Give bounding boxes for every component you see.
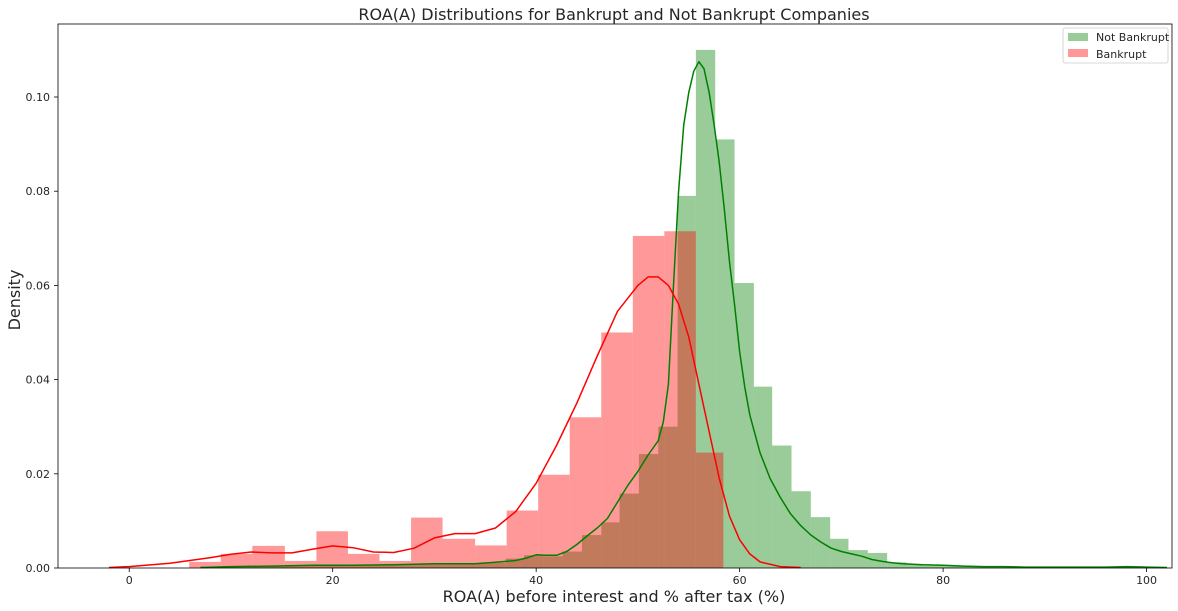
bar-not-bankrupt — [791, 491, 811, 568]
bar-not-bankrupt — [444, 563, 476, 568]
bars-layer — [189, 49, 1154, 569]
bar-not-bankrupt — [906, 564, 925, 568]
bar-not-bankrupt — [562, 551, 582, 568]
bar-not-bankrupt — [638, 454, 659, 568]
x-tick-label: 0 — [126, 574, 133, 587]
bar-not-bankrupt — [981, 567, 1002, 568]
plot-frame — [57, 23, 1173, 569]
kde-line-not-bankrupt — [200, 60, 1167, 569]
y-tick-label: 0.04 — [26, 374, 51, 387]
x-tick-label: 40 — [529, 574, 543, 587]
y-axis-title: Density — [5, 270, 24, 331]
y-tick-label: 0.02 — [26, 468, 51, 481]
bar-bankrupt — [252, 545, 285, 568]
bar-bankrupt — [189, 561, 221, 568]
bar-not-bankrupt — [944, 566, 964, 568]
x-tick-label: 100 — [1136, 574, 1157, 587]
y-tick-label: 0.08 — [26, 185, 51, 198]
bar-not-bankrupt — [715, 139, 735, 569]
legend: Not Bankrupt Bankrupt — [1062, 27, 1170, 64]
bar-not-bankrupt — [848, 550, 868, 568]
bar-not-bankrupt — [619, 493, 639, 568]
y-tick-label: 0.10 — [26, 91, 51, 104]
y-axis: 0.00 0.02 0.04 0.06 0.08 0.10 — [26, 91, 58, 575]
bar-not-bankrupt — [772, 445, 792, 568]
bar-bankrupt — [316, 531, 348, 568]
bar-not-bankrupt — [677, 195, 696, 568]
plot-area — [57, 23, 1173, 569]
bar-not-bankrupt — [1001, 567, 1021, 568]
bar-not-bankrupt — [581, 535, 602, 568]
kde-line-bankrupt — [108, 276, 801, 569]
bar-not-bankrupt — [887, 562, 907, 568]
bar-not-bankrupt — [505, 558, 524, 568]
bar-not-bankrupt — [523, 555, 544, 568]
bar-bankrupt — [569, 417, 602, 568]
bar-bankrupt — [284, 560, 317, 568]
bar-bankrupt — [695, 452, 724, 568]
bar-bankrupt — [220, 553, 253, 568]
bar-not-bankrupt — [924, 565, 945, 568]
bar-not-bankrupt — [963, 566, 982, 568]
bar-bankrupt — [475, 545, 507, 568]
bar-not-bankrupt — [230, 566, 262, 568]
y-tick-label: 0.00 — [26, 562, 51, 575]
bar-not-bankrupt — [291, 565, 323, 568]
x-axis-title: ROA(A) before interest and % after tax (… — [443, 587, 786, 606]
x-tick-label: 20 — [326, 574, 340, 587]
bar-bankrupt — [538, 474, 570, 568]
bar-not-bankrupt — [475, 562, 506, 568]
legend-label-not-bankrupt: Not Bankrupt — [1096, 31, 1170, 44]
bar-bankrupt — [601, 332, 633, 568]
legend-box — [1062, 27, 1169, 64]
bar-not-bankrupt — [830, 538, 849, 568]
bar-not-bankrupt — [383, 564, 415, 568]
bar-not-bankrupt — [322, 565, 354, 568]
bar-not-bankrupt — [353, 565, 384, 568]
bar-not-bankrupt — [753, 386, 773, 568]
legend-swatch-bankrupt — [1068, 49, 1088, 57]
chart-title: ROA(A) Distributions for Bankrupt and No… — [358, 5, 869, 24]
x-tick-label: 60 — [733, 574, 747, 587]
bar-bankrupt — [632, 235, 665, 568]
bar-not-bankrupt — [261, 566, 292, 568]
x-tick-label: 80 — [936, 574, 950, 587]
bar-not-bankrupt — [658, 426, 678, 568]
bar-not-bankrupt — [601, 522, 620, 568]
bar-bankrupt — [411, 517, 443, 568]
x-axis: 0 20 40 60 80 100 — [126, 568, 1157, 587]
bar-not-bankrupt — [543, 556, 563, 568]
lines-layer — [108, 60, 1167, 569]
legend-swatch-not-bankrupt — [1068, 33, 1088, 41]
legend-label-bankrupt: Bankrupt — [1096, 48, 1147, 61]
y-tick-label: 0.06 — [26, 279, 51, 292]
bar-not-bankrupt — [414, 563, 445, 568]
bar-bankrupt — [664, 231, 696, 568]
